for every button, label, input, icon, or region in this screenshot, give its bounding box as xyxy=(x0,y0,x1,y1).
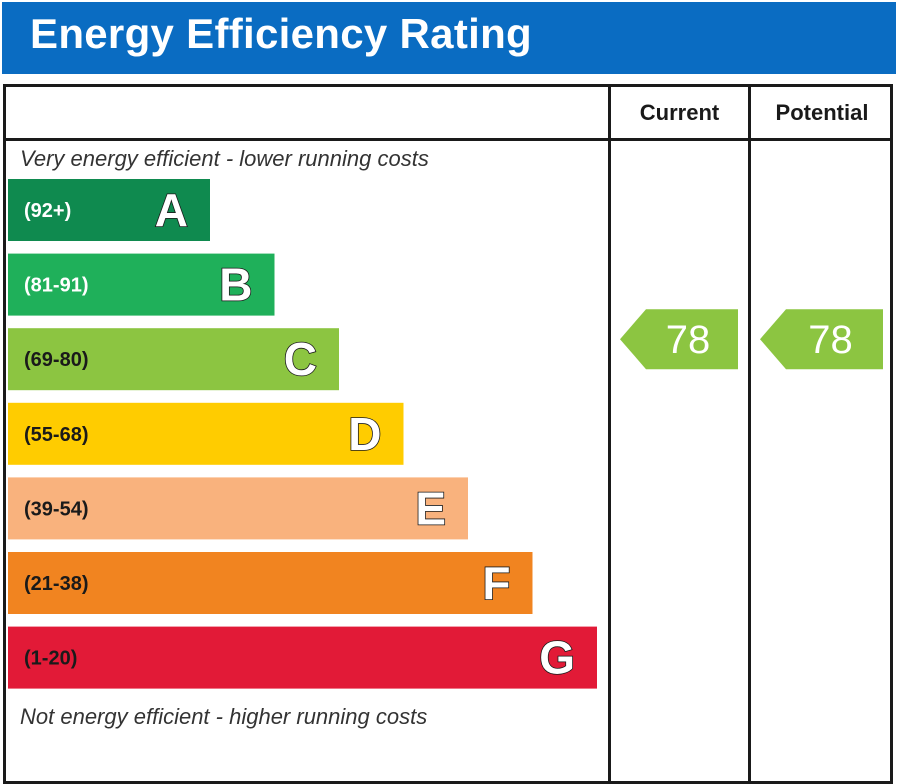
title-bar: Energy Efficiency Rating xyxy=(2,2,896,74)
band-f-range: (21-38) xyxy=(24,573,88,595)
header-divider xyxy=(3,138,893,141)
potential-column-header: Potential xyxy=(775,100,869,125)
band-b-range: (81-91) xyxy=(24,275,88,297)
top-efficiency-note: Very energy efficient - lower running co… xyxy=(20,146,429,171)
column-divider-potential xyxy=(748,84,751,784)
potential-score-arrow xyxy=(760,309,883,370)
band-c-range: (69-80) xyxy=(24,349,88,371)
band-g-range: (1-20) xyxy=(24,648,77,670)
current-column-header: Current xyxy=(639,100,720,125)
bottom-efficiency-note: Not energy efficient - higher running co… xyxy=(20,704,428,729)
band-a-letter: A xyxy=(155,184,188,236)
current-score-value: 78 xyxy=(666,318,711,362)
current-score-arrow xyxy=(620,309,738,370)
band-g-bar xyxy=(8,626,597,689)
band-d-range: (55-68) xyxy=(24,424,88,446)
band-e-bar xyxy=(8,477,468,540)
band-b-letter: B xyxy=(219,259,252,311)
band-c-bar xyxy=(8,328,339,391)
band-g-letter: G xyxy=(539,632,575,684)
band-f-bar xyxy=(8,552,533,614)
band-c-letter: C xyxy=(284,333,317,385)
band-b-bar xyxy=(8,253,275,316)
band-f-letter: F xyxy=(482,557,510,609)
band-e-letter: E xyxy=(415,482,446,534)
band-e-range: (39-54) xyxy=(24,498,88,520)
potential-score-value: 78 xyxy=(808,318,853,362)
rating-chart: (92+) A (81-91) B (69-80) C (55-68) D (39-54) E (2… xyxy=(8,179,883,689)
column-divider-current xyxy=(608,84,611,784)
band-a-bar xyxy=(8,179,210,241)
band-d-letter: D xyxy=(348,408,381,460)
chart-title: Energy Efficiency Rating xyxy=(30,10,532,57)
band-d-bar xyxy=(8,402,404,465)
band-a-range: (92+) xyxy=(24,200,71,222)
